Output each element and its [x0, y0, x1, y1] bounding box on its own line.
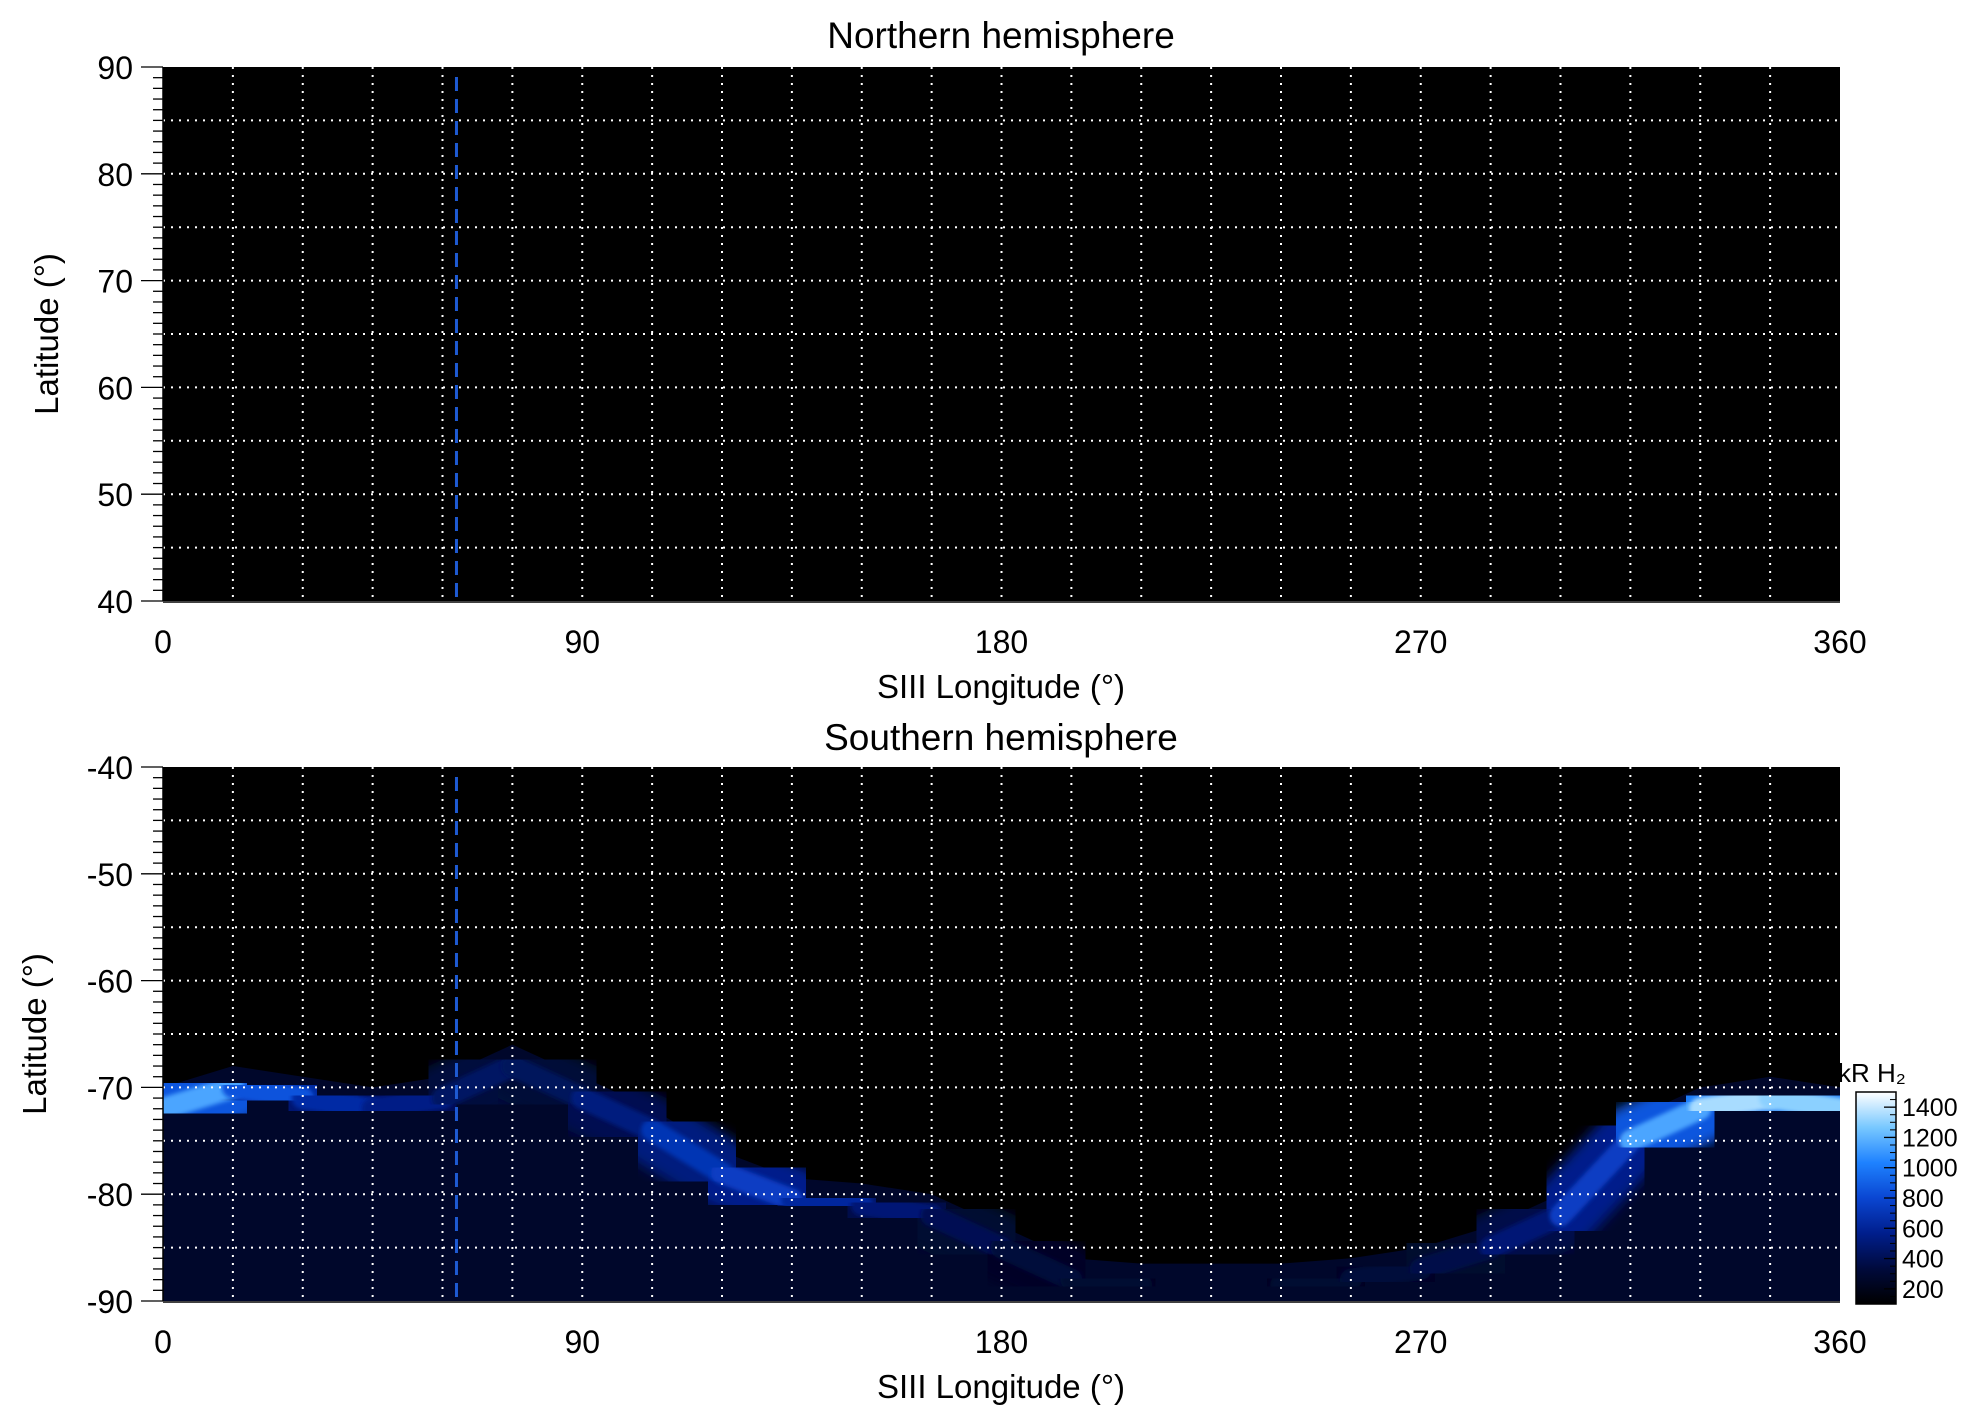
southern-x-axis-label: SIII Longitude (°) [877, 1368, 1125, 1405]
x-tick-label: 180 [975, 624, 1028, 660]
y-tick-label: 80 [97, 157, 133, 193]
southern-x-axis: 0 90 180 270 360 [154, 1301, 1867, 1360]
southern-emission-map [163, 1020, 1840, 1301]
x-tick-label: 270 [1394, 1324, 1447, 1360]
oval-segment [1619, 1097, 1712, 1152]
oval-segment [850, 1193, 943, 1227]
oval-segment [1270, 1268, 1362, 1296]
oval-segment [501, 1055, 594, 1110]
y-tick-label: 70 [97, 264, 133, 300]
oval-segment [1339, 1257, 1432, 1291]
oval-segment [163, 1076, 244, 1120]
y-tick-label: 60 [97, 370, 133, 406]
northern-panel: Northern hemisphere 40 50 60 70 80 90 0 90 180 2… [28, 15, 1867, 705]
northern-y-axis: 40 50 60 70 80 90 [97, 50, 164, 620]
oval-segment [780, 1188, 873, 1216]
northern-x-axis: 0 90 180 270 360 [154, 601, 1867, 660]
x-tick-label: 180 [975, 1324, 1028, 1360]
y-tick-label: 90 [97, 50, 133, 86]
oval-segment [1479, 1204, 1572, 1259]
oval-segment [641, 1119, 733, 1184]
x-tick-label: 270 [1394, 624, 1447, 660]
x-tick-label: 0 [154, 624, 172, 660]
oval-segment [361, 1087, 454, 1120]
oval-segment [920, 1204, 1013, 1259]
colorbar-tick-label: 1400 [1902, 1094, 1958, 1122]
oval-segment [1549, 1129, 1642, 1227]
x-tick-label: 360 [1813, 624, 1866, 660]
colorbar-label: kR H₂ [1838, 1058, 1906, 1088]
colorbar-tick-label: 800 [1902, 1185, 1944, 1213]
y-tick-label: 50 [97, 477, 133, 513]
oval-segment [291, 1087, 384, 1120]
colorbar-tick-label: 400 [1902, 1246, 1944, 1274]
colorbar-tick-label: 600 [1902, 1215, 1944, 1243]
oval-segment [1689, 1087, 1782, 1120]
oval-segment [1759, 1087, 1840, 1120]
oval-segment [1409, 1236, 1502, 1280]
northern-grid [163, 67, 1840, 601]
southern-y-axis-label: Latitude (°) [16, 953, 53, 1115]
northern-panel-title: Northern hemisphere [827, 15, 1175, 56]
oval-segment [221, 1076, 314, 1110]
colorbar-tick-label: 1000 [1902, 1155, 1958, 1183]
x-tick-label: 360 [1813, 1324, 1866, 1360]
oval-segment [990, 1236, 1083, 1291]
southern-grid [163, 767, 1840, 1301]
y-tick-label: -70 [87, 1070, 133, 1106]
colorbar-tick-label: 200 [1902, 1276, 1944, 1304]
southern-y-axis: -90 -80 -70 -60 -50 -40 [87, 750, 164, 1320]
y-tick-label: 40 [97, 584, 133, 620]
oval-segment [431, 1055, 524, 1110]
x-tick-label: 90 [564, 624, 600, 660]
northern-x-axis-label: SIII Longitude (°) [877, 668, 1125, 705]
y-tick-label: -60 [87, 964, 133, 1000]
x-tick-label: 0 [154, 1324, 172, 1360]
y-tick-label: -40 [87, 750, 133, 786]
oval-segment [571, 1087, 664, 1142]
southern-panel: Southern hemisphere -90 -80 -70 -60 -50 -40 0… [16, 717, 1867, 1405]
y-tick-label: -90 [87, 1284, 133, 1320]
northern-y-axis-label: Latitude (°) [28, 253, 65, 415]
southern-panel-title: Southern hemisphere [824, 717, 1178, 758]
colorbar-tick-label: 1200 [1902, 1124, 1958, 1152]
y-tick-label: -80 [87, 1177, 133, 1213]
oval-segment [1060, 1268, 1153, 1296]
y-tick-label: -50 [87, 857, 133, 893]
x-tick-label: 90 [564, 1324, 600, 1360]
